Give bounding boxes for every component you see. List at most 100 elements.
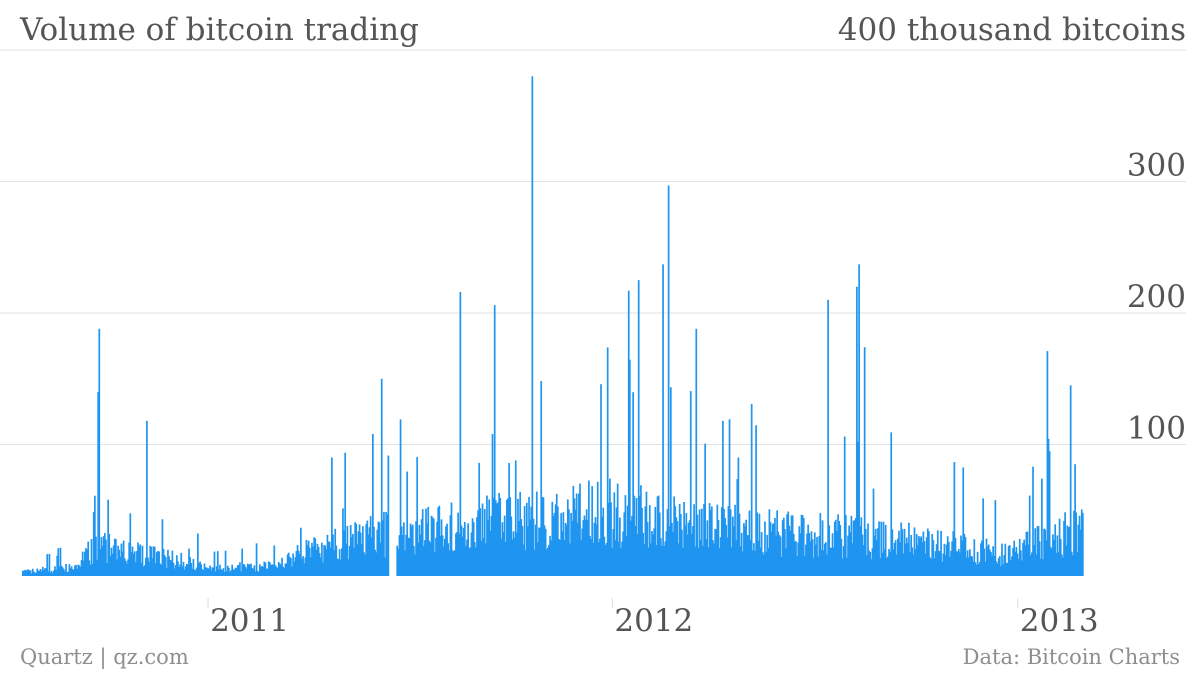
volume-bar: [377, 521, 380, 576]
volume-bar: [625, 535, 628, 576]
volume-bar: [645, 491, 648, 576]
volume-bar: [1065, 545, 1068, 576]
volume-bar: [243, 564, 246, 576]
volume-bar: [112, 545, 115, 576]
volume-bar: [209, 565, 211, 576]
volume-bar: [611, 547, 613, 576]
volume-bar: [986, 546, 989, 576]
volume-bar: [143, 565, 146, 576]
volume-bar: [1033, 544, 1035, 576]
volume-bar: [1076, 552, 1079, 576]
volume-bar: [194, 569, 197, 576]
volume-bar: [637, 280, 640, 577]
volume-bar: [1021, 560, 1023, 576]
volume-bar: [996, 563, 999, 576]
volume-bar: [537, 542, 539, 576]
volume-bar: [369, 516, 372, 576]
volume-bar: [245, 568, 248, 576]
volume-bar: [632, 392, 635, 576]
volume-bar: [497, 502, 499, 576]
volume-bar: [918, 536, 920, 576]
volume-bar: [633, 495, 636, 576]
volume-bar: [308, 547, 311, 576]
volume-bar: [951, 541, 954, 576]
volume-bar: [810, 531, 813, 576]
volume-bar: [983, 548, 986, 576]
volume-bar: [483, 508, 486, 576]
volume-bar: [140, 562, 143, 576]
volume-bar: [573, 498, 576, 576]
volume-bar: [491, 434, 494, 576]
volume-bar: [378, 522, 381, 576]
volume-bar: [29, 570, 32, 576]
volume-bar: [457, 512, 460, 576]
volume-bar: [614, 540, 617, 576]
volume-bar: [541, 497, 544, 576]
volume-bar: [714, 528, 716, 576]
volume-bar: [355, 523, 358, 576]
volume-bar: [129, 513, 132, 576]
volume-bar: [838, 520, 841, 576]
volume-bar: [807, 524, 810, 576]
volume-bar: [609, 478, 611, 576]
volume-bar: [739, 546, 742, 576]
volume-bar: [133, 551, 136, 576]
volume-bar: [272, 564, 275, 576]
volume-bar: [974, 562, 977, 576]
volume-bar: [154, 563, 157, 576]
volume-bar: [616, 483, 619, 576]
volume-bar: [555, 493, 558, 576]
volume-bar: [671, 522, 673, 576]
volume-bar: [374, 549, 376, 576]
volume-bar: [208, 568, 210, 576]
volume-bar: [559, 540, 561, 576]
volume-bar: [506, 499, 508, 576]
volume-bar: [511, 539, 514, 576]
volume-bar: [586, 520, 589, 576]
volume-bar: [935, 544, 938, 576]
volume-bar: [580, 539, 582, 576]
volume-bar: [205, 567, 208, 576]
volume-bar: [823, 543, 826, 576]
volume-bar: [997, 558, 1000, 576]
volume-bar: [296, 545, 299, 576]
volume-bar: [925, 537, 928, 576]
volume-bar: [873, 535, 876, 576]
volume-bar: [881, 552, 884, 576]
volume-bar: [819, 513, 822, 576]
volume-bar: [564, 522, 567, 576]
volume-bar: [771, 523, 774, 576]
volume-bar: [776, 510, 778, 576]
volume-bar: [476, 517, 478, 576]
volume-bar: [125, 560, 127, 576]
volume-bar: [947, 541, 950, 576]
volume-bar: [844, 515, 847, 576]
volume-bar: [445, 526, 447, 576]
volume-bar: [923, 541, 926, 576]
volume-bar: [1059, 538, 1062, 576]
volume-bar: [28, 570, 31, 576]
volume-bar: [261, 566, 263, 576]
volume-bar: [349, 525, 352, 576]
volume-bar: [1050, 548, 1053, 576]
volume-bar: [130, 552, 133, 576]
volume-bar: [447, 543, 450, 576]
volume-bar: [153, 546, 156, 576]
volume-bar: [331, 457, 333, 576]
volume-bar: [622, 531, 625, 576]
volume-bar: [991, 555, 993, 576]
volume-bar: [926, 528, 929, 576]
volume-bar: [1026, 531, 1029, 576]
volume-bar: [1036, 526, 1039, 576]
volume-bar: [99, 549, 102, 576]
volume-bar: [387, 455, 390, 576]
volume-bar: [149, 545, 152, 576]
volume-bar: [31, 568, 34, 576]
volume-bar: [658, 512, 661, 576]
volume-bar: [212, 567, 215, 576]
volume-bar: [23, 571, 25, 576]
volume-bar: [583, 515, 586, 576]
volume-bar: [178, 567, 180, 576]
volume-bar: [733, 526, 735, 576]
volume-bar: [269, 562, 271, 576]
